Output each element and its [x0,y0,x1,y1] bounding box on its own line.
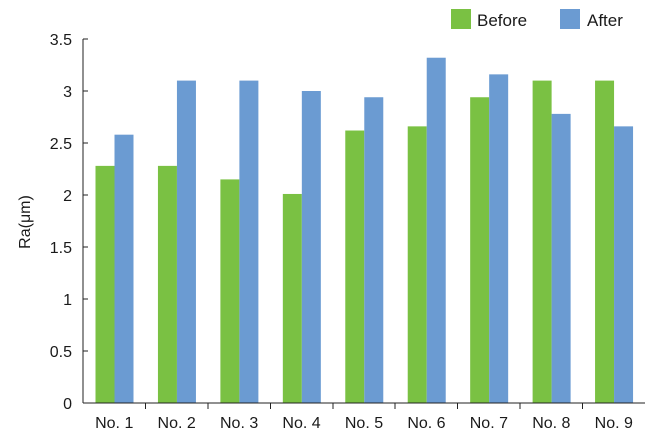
y-tick-label: 3 [63,84,72,101]
y-axis-title: Ra(μm) [17,195,34,249]
y-tick-label: 1.5 [50,240,72,257]
legend-label-after: After [587,11,623,30]
x-tick-label: No. 2 [158,415,196,432]
bar-before-1 [95,165,115,403]
legend: Before After [451,9,623,30]
x-tick-label: No. 6 [407,415,445,432]
bar-before-7 [470,97,490,404]
y-tick-label: 0.5 [50,344,72,361]
bar-after-5 [364,97,384,404]
bar-after-8 [551,113,571,403]
x-axis: No. 1 No. 2 No. 3 No. 4 No. 5 No. 6 No. 7 No. 8… [83,402,645,432]
bar-after-6 [426,57,446,403]
bar-after-2 [176,80,196,403]
legend-swatch-before [451,9,471,29]
bar-after-3 [239,80,259,403]
y-tick-label: 0 [63,396,72,413]
y-tick-label: 1 [63,292,72,309]
legend-label-before: Before [477,11,527,30]
x-tick-label: No. 8 [532,415,570,432]
bars [95,57,634,404]
y-tick-label: 3.5 [50,32,72,49]
bar-before-6 [407,126,427,404]
x-tick-label: No. 7 [470,415,508,432]
bar-after-4 [301,91,321,403]
bar-before-4 [282,193,302,403]
bar-before-9 [595,80,615,403]
bar-after-1 [114,134,134,403]
x-tick-label: No. 9 [595,415,633,432]
x-tick-label: No. 4 [282,415,320,432]
bar-before-3 [220,179,240,403]
x-tick-label: No. 5 [345,415,383,432]
bar-before-2 [157,165,177,403]
x-tick-label: No. 1 [95,415,133,432]
y-axis: 0 0.5 1 1.5 2 2.5 3 3.5 [50,32,88,413]
bar-after-9 [614,126,634,404]
x-tick-label: No. 3 [220,415,258,432]
bar-before-5 [345,130,365,403]
legend-swatch-after [560,9,580,29]
bar-before-8 [532,80,552,403]
y-tick-label: 2.5 [50,136,72,153]
bar-after-7 [489,74,509,404]
y-tick-label: 2 [63,188,72,205]
